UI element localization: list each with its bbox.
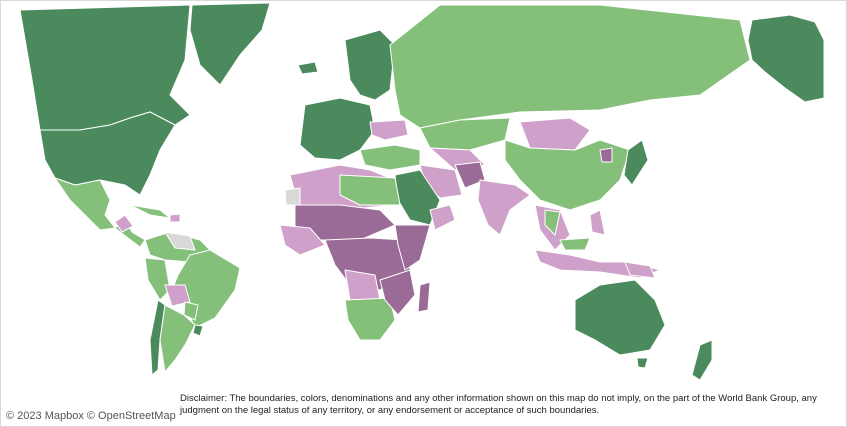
alaska[interactable] — [747, 14, 825, 103]
peru[interactable] — [144, 257, 171, 301]
malaysia[interactable] — [559, 237, 591, 251]
ukraine[interactable] — [369, 119, 409, 141]
east-africa[interactable] — [394, 224, 431, 271]
thailand[interactable] — [544, 209, 561, 236]
canada[interactable] — [19, 4, 191, 131]
haiti[interactable] — [169, 213, 181, 223]
libya-egypt[interactable] — [339, 174, 401, 206]
new-zealand[interactable] — [691, 339, 713, 381]
india[interactable] — [477, 179, 531, 236]
paraguay[interactable] — [183, 301, 199, 321]
russia[interactable] — [389, 4, 751, 129]
map-disclaimer: Disclaimer: The boundaries, colors, deno… — [180, 393, 817, 416]
iceland[interactable] — [297, 61, 319, 75]
guatemala-honduras[interactable] — [114, 214, 134, 233]
scandinavia[interactable] — [344, 29, 396, 101]
tasmania[interactable] — [636, 357, 649, 369]
mexico[interactable] — [54, 177, 116, 231]
yemen-oman[interactable] — [429, 204, 456, 231]
mongolia[interactable] — [519, 117, 591, 151]
west-africa[interactable] — [279, 224, 326, 256]
greenland[interactable] — [189, 2, 271, 86]
philippines[interactable] — [589, 209, 606, 236]
balkans-turkey[interactable] — [359, 144, 421, 171]
uruguay[interactable] — [192, 324, 204, 337]
korea[interactable] — [599, 147, 613, 163]
papua-new-guinea[interactable] — [624, 261, 656, 279]
japan[interactable] — [623, 139, 649, 186]
afghanistan[interactable] — [454, 161, 486, 189]
mozambique-zambia[interactable] — [379, 269, 416, 316]
australia[interactable] — [574, 279, 666, 356]
southern-africa[interactable] — [344, 297, 396, 341]
china[interactable] — [504, 139, 631, 211]
bolivia[interactable] — [164, 284, 191, 307]
venezuela[interactable] — [164, 231, 196, 251]
western-sahara[interactable] — [284, 187, 301, 206]
angola[interactable] — [344, 269, 381, 301]
madagascar[interactable] — [417, 281, 431, 313]
caribbean-cuba[interactable] — [129, 204, 171, 219]
argentina[interactable] — [159, 304, 196, 373]
map-attribution[interactable]: © 2023 Mapbox © OpenStreetMap — [6, 410, 176, 422]
